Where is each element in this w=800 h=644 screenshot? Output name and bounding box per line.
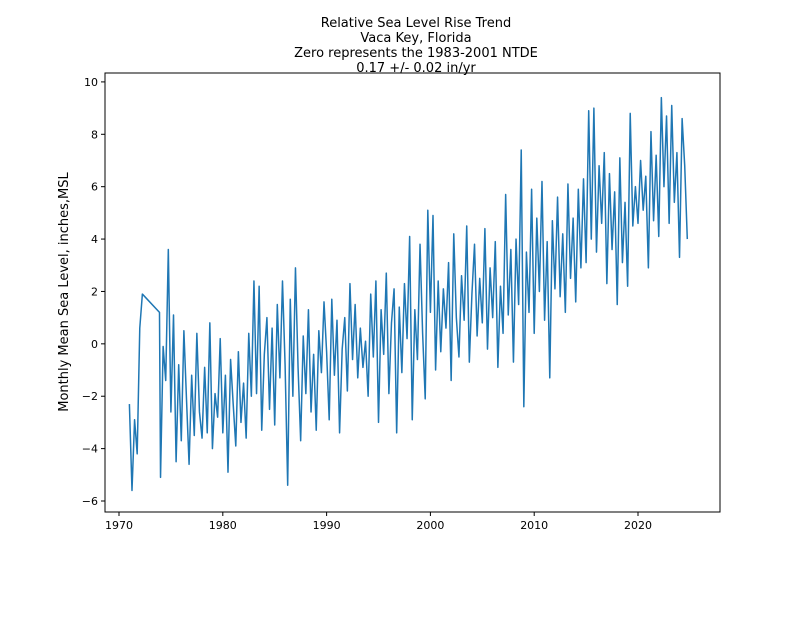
chart-subtitle: Zero represents the 1983-2001 NTDE	[294, 46, 538, 61]
y-tick-label: −4	[82, 443, 98, 456]
y-axis-label: Monthly Mean Sea Level, inches,MSL	[57, 171, 72, 411]
y-tick-label: 8	[91, 128, 98, 141]
x-tick-label: 1980	[209, 519, 237, 532]
x-tick-label: 2020	[624, 519, 652, 532]
y-tick-label: −6	[82, 495, 98, 508]
chart-subtitle: Vaca Key, Florida	[360, 31, 471, 46]
data-line	[128, 96, 689, 492]
x-tick-label: 2010	[520, 519, 548, 532]
y-tick-label: −2	[82, 390, 98, 403]
x-tick-label: 1970	[105, 519, 133, 532]
chart-title: Relative Sea Level Rise Trend	[321, 16, 511, 31]
y-tick-label: 2	[91, 285, 98, 298]
x-tick-label: 1990	[313, 519, 341, 532]
plot-frame	[104, 72, 721, 513]
x-tick-label: 2000	[416, 519, 444, 532]
y-tick-label: 4	[91, 233, 98, 246]
y-tick-label: 10	[84, 76, 98, 89]
chart-subtitle: 0.17 +/- 0.02 in/yr	[356, 61, 476, 76]
y-tick-label: 6	[91, 181, 98, 194]
y-tick-label: 0	[91, 338, 98, 351]
